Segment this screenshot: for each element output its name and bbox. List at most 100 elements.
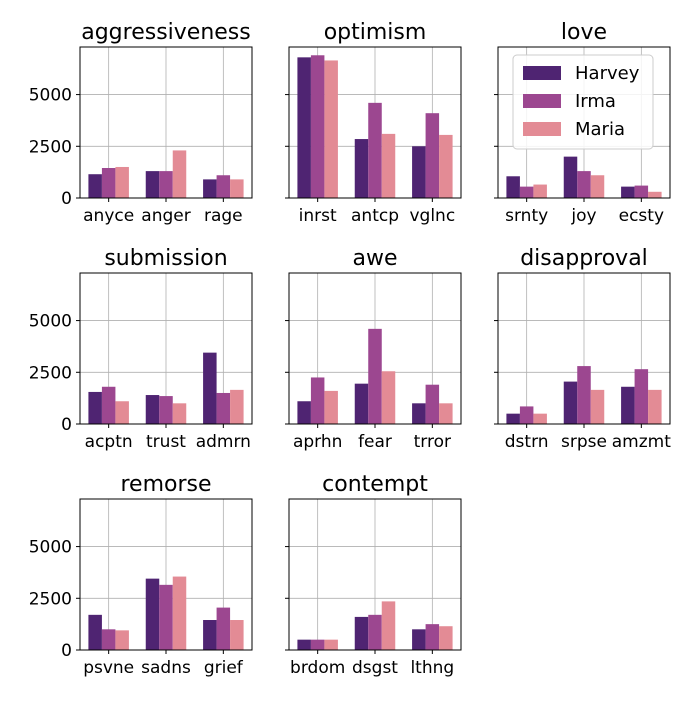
- bar-irma-ecsty: [634, 185, 649, 198]
- bar-maria-inrst: [324, 60, 338, 198]
- bar-irma-fear: [368, 328, 382, 424]
- x-tick-label: aprhn: [293, 432, 342, 452]
- x-tick-label: srpse: [561, 432, 607, 452]
- bar-irma-antcp: [368, 102, 382, 198]
- bar-maria-grief: [230, 620, 244, 650]
- subplot-title: disapproval: [520, 246, 648, 271]
- bar-irma-vglnc: [425, 113, 440, 198]
- bar-maria-trror: [439, 403, 453, 424]
- bar-maria-lthng: [439, 626, 453, 650]
- bar-maria-brdom: [324, 639, 338, 650]
- x-tick-label: lthng: [410, 658, 454, 678]
- y-tick-label: 0: [61, 415, 72, 435]
- subplot-title: love: [561, 20, 607, 45]
- bar-harvey-lthng: [412, 629, 426, 650]
- subplot-submission: submission acptn trust admrn 0 2500 5000: [29, 246, 253, 452]
- bar-maria-antcp: [381, 133, 396, 198]
- x-tick-label: dsgst: [352, 658, 398, 678]
- x-tick-label: joy: [570, 206, 596, 226]
- y-tick-label: 2500: [29, 137, 72, 157]
- bar-maria-anyce: [115, 166, 129, 198]
- bar-irma-lthng: [425, 624, 440, 650]
- subplot-awe: awe aprhn fear trror: [285, 246, 462, 452]
- legend-label-maria: Maria: [575, 119, 625, 140]
- bar-maria-rage: [230, 179, 244, 198]
- x-tick-label: amzmt: [612, 432, 671, 452]
- bar-harvey-srpse: [563, 381, 578, 424]
- bar-irma-trror: [425, 384, 440, 424]
- bar-harvey-admrn: [203, 352, 217, 424]
- y-tick-label: 5000: [29, 312, 72, 332]
- bar-irma-admrn: [216, 392, 231, 424]
- subplot-aggressiveness: aggressiveness anyce anger rage 0 2500 5000: [29, 20, 253, 226]
- bar-maria-dsgst: [381, 601, 396, 650]
- x-tick-label: admrn: [196, 432, 251, 452]
- bar-maria-fear: [381, 371, 396, 424]
- bar-irma-trust: [159, 396, 173, 424]
- legend-swatch-harvey: [523, 66, 561, 80]
- bar-irma-dsgst: [368, 614, 382, 650]
- bar-harvey-amzmt: [621, 386, 635, 424]
- x-tick-label: srnty: [505, 206, 548, 226]
- x-tick-label: acptn: [85, 432, 133, 452]
- bar-harvey-anger: [145, 171, 160, 198]
- subplot-title: submission: [104, 246, 227, 271]
- bar-irma-srpse: [577, 366, 591, 424]
- bar-harvey-sadns: [145, 578, 160, 650]
- bar-maria-amzmt: [648, 389, 662, 424]
- x-tick-label: dstrn: [505, 432, 549, 452]
- bar-maria-trust: [172, 403, 187, 424]
- bar-harvey-trust: [145, 395, 160, 424]
- y-tick-label: 0: [61, 189, 72, 209]
- bar-irma-srnty: [519, 186, 534, 198]
- bar-harvey-dstrn: [506, 413, 520, 424]
- bar-maria-dstrn: [533, 413, 547, 424]
- bar-maria-aprhn: [324, 390, 338, 424]
- bar-harvey-vglnc: [412, 146, 426, 198]
- bar-harvey-brdom: [297, 639, 311, 650]
- x-tick-label: trror: [414, 432, 451, 452]
- x-tick-label: anyce: [83, 206, 134, 226]
- legend-swatch-irma: [523, 94, 561, 108]
- legend-label-irma: Irma: [575, 91, 616, 112]
- x-tick-label: rage: [204, 206, 243, 226]
- y-tick-label: 2500: [29, 589, 72, 609]
- subplot-title: contempt: [322, 472, 428, 497]
- bar-harvey-joy: [563, 156, 578, 198]
- bar-harvey-acptn: [88, 391, 102, 424]
- bar-maria-joy: [590, 175, 605, 198]
- legend-label-harvey: Harvey: [575, 63, 640, 84]
- bar-irma-inrst: [310, 55, 325, 198]
- bar-irma-grief: [216, 607, 231, 650]
- x-tick-label: anger: [141, 206, 190, 226]
- bar-harvey-dsgst: [354, 616, 369, 650]
- bar-irma-brdom: [310, 639, 325, 650]
- subplot-title: awe: [352, 246, 397, 271]
- x-tick-label: ecsty: [619, 206, 664, 226]
- subplot-title: aggressiveness: [81, 20, 251, 45]
- bar-maria-acptn: [115, 401, 129, 424]
- bar-harvey-inrst: [297, 57, 311, 198]
- x-tick-label: brdom: [290, 658, 345, 678]
- bar-harvey-fear: [354, 383, 369, 424]
- subplot-contempt: contempt brdom dsgst lthng: [285, 472, 462, 678]
- bar-irma-sadns: [159, 584, 173, 650]
- subplot-disapproval: disapproval dstrn srpse amzmt: [494, 246, 671, 452]
- subplot-optimism: optimism inrst antcp vglnc: [285, 20, 462, 226]
- x-tick-label: inrst: [299, 206, 337, 226]
- bar-maria-srnty: [533, 184, 547, 198]
- subplot-title: optimism: [324, 20, 427, 45]
- bar-harvey-srnty: [506, 176, 520, 198]
- bar-irma-psvne: [101, 629, 116, 650]
- bar-harvey-anyce: [88, 174, 102, 198]
- bar-maria-anger: [172, 150, 187, 198]
- bar-irma-joy: [577, 171, 591, 198]
- x-tick-label: grief: [204, 658, 244, 678]
- bar-harvey-trror: [412, 403, 426, 424]
- bar-maria-ecsty: [648, 191, 662, 198]
- y-tick-label: 5000: [29, 86, 72, 106]
- bar-maria-psvne: [115, 630, 129, 650]
- legend: Harvey Irma Maria: [512, 54, 654, 150]
